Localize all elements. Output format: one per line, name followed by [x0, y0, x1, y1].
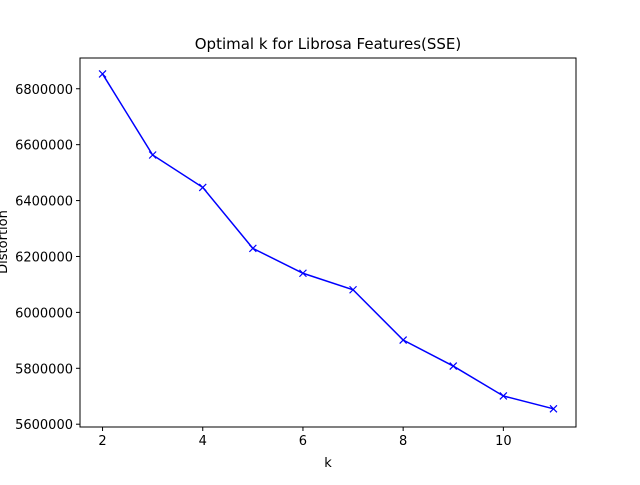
chart-title: Optimal k for Librosa Features(SSE) — [195, 35, 462, 53]
data-point-marker — [198, 183, 207, 192]
data-point-marker — [549, 404, 558, 413]
y-tick-label: 6800000 — [15, 83, 73, 98]
data-point-marker — [449, 362, 458, 370]
x-tick-label: 6 — [299, 434, 307, 449]
plot-layer: 2 4 6 8 10 5600000 5800000 6000000 6200000 640000… — [15, 70, 558, 449]
data-point-marker — [148, 151, 157, 159]
plot-frame — [79, 57, 577, 428]
data-point-marker — [499, 392, 508, 400]
data-point-marker — [98, 70, 107, 78]
x-tick-label: 8 — [399, 434, 407, 449]
data-point-marker — [349, 285, 357, 294]
data-point-marker — [248, 244, 257, 253]
y-tick-label: 6400000 — [15, 195, 73, 210]
x-tick-label: 10 — [495, 434, 512, 449]
data-point-marker — [299, 269, 307, 278]
y-tick-label: 6200000 — [15, 250, 73, 265]
y-axis-label: Distortion — [0, 210, 11, 274]
x-tick-label: 4 — [199, 434, 207, 449]
series-line — [101, 73, 554, 410]
x-axis-label: k — [324, 456, 332, 471]
y-tick-label: 6600000 — [15, 139, 73, 154]
y-tick-label: 5800000 — [15, 362, 73, 377]
y-tick-label: 6000000 — [15, 306, 73, 321]
y-tick-label: 5600000 — [15, 418, 73, 433]
data-point-marker — [399, 336, 408, 344]
x-tick-label: 2 — [98, 434, 106, 449]
